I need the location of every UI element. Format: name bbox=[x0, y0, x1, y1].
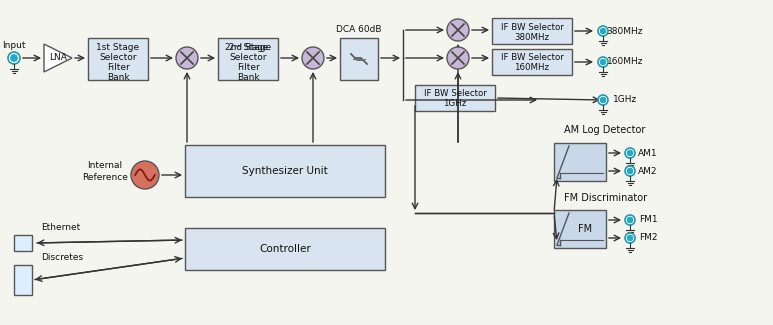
Circle shape bbox=[447, 19, 469, 41]
Text: 2ⁿᵈ Stage: 2ⁿᵈ Stage bbox=[229, 44, 267, 53]
Text: 160MHz: 160MHz bbox=[607, 58, 643, 67]
Text: IF BW Selector: IF BW Selector bbox=[501, 54, 564, 62]
FancyBboxPatch shape bbox=[554, 143, 606, 181]
Text: AM1: AM1 bbox=[638, 149, 658, 158]
Circle shape bbox=[627, 217, 633, 223]
Text: FM1: FM1 bbox=[638, 215, 657, 225]
Text: Input: Input bbox=[2, 41, 26, 49]
Text: IF BW Selector: IF BW Selector bbox=[501, 22, 564, 32]
Circle shape bbox=[601, 97, 606, 103]
Circle shape bbox=[598, 26, 608, 36]
Circle shape bbox=[627, 235, 633, 241]
Text: Bank: Bank bbox=[237, 73, 259, 83]
Text: Discretes: Discretes bbox=[41, 254, 83, 263]
Circle shape bbox=[8, 52, 20, 64]
Circle shape bbox=[598, 57, 608, 67]
Text: Selector: Selector bbox=[230, 54, 267, 62]
Circle shape bbox=[176, 47, 198, 69]
Circle shape bbox=[601, 28, 606, 34]
Circle shape bbox=[302, 47, 324, 69]
Circle shape bbox=[131, 161, 159, 189]
Text: Selector: Selector bbox=[99, 54, 137, 62]
Text: Internal: Internal bbox=[87, 161, 123, 170]
Text: LNA: LNA bbox=[49, 54, 67, 62]
FancyBboxPatch shape bbox=[340, 38, 378, 80]
Text: FM: FM bbox=[578, 224, 592, 234]
FancyBboxPatch shape bbox=[492, 18, 572, 44]
Circle shape bbox=[625, 166, 635, 176]
Polygon shape bbox=[44, 44, 72, 72]
FancyBboxPatch shape bbox=[218, 38, 278, 80]
Text: 380MHz: 380MHz bbox=[515, 32, 550, 42]
Text: Filter: Filter bbox=[237, 63, 260, 72]
FancyBboxPatch shape bbox=[185, 228, 385, 270]
Text: 380MHz: 380MHz bbox=[607, 27, 643, 35]
Circle shape bbox=[601, 59, 606, 65]
Circle shape bbox=[627, 168, 633, 174]
Text: FM2: FM2 bbox=[638, 233, 657, 242]
Text: Controller: Controller bbox=[259, 244, 311, 254]
Circle shape bbox=[625, 233, 635, 243]
Text: Reference: Reference bbox=[82, 173, 128, 181]
Circle shape bbox=[627, 150, 633, 156]
Text: FM Discriminator: FM Discriminator bbox=[564, 193, 647, 203]
FancyBboxPatch shape bbox=[415, 85, 495, 111]
FancyBboxPatch shape bbox=[14, 265, 32, 295]
FancyBboxPatch shape bbox=[185, 145, 385, 197]
Text: DCA 60dB: DCA 60dB bbox=[336, 25, 382, 34]
Text: Filter: Filter bbox=[107, 63, 129, 72]
Circle shape bbox=[447, 47, 469, 69]
Text: 1st Stage: 1st Stage bbox=[97, 44, 140, 53]
Text: Synthesizer Unit: Synthesizer Unit bbox=[242, 166, 328, 176]
FancyBboxPatch shape bbox=[554, 210, 606, 248]
Text: 160MHz: 160MHz bbox=[515, 63, 550, 72]
Text: 1GHz: 1GHz bbox=[613, 96, 637, 105]
Circle shape bbox=[598, 95, 608, 105]
Text: 2nd Stage: 2nd Stage bbox=[225, 44, 271, 53]
FancyBboxPatch shape bbox=[492, 49, 572, 75]
Circle shape bbox=[625, 148, 635, 158]
FancyBboxPatch shape bbox=[14, 235, 32, 251]
Text: Ethernet: Ethernet bbox=[41, 224, 80, 232]
FancyBboxPatch shape bbox=[88, 38, 148, 80]
Text: IF BW Selector: IF BW Selector bbox=[424, 89, 486, 98]
Text: Bank: Bank bbox=[107, 73, 129, 83]
Circle shape bbox=[11, 55, 17, 61]
Circle shape bbox=[625, 215, 635, 225]
Text: AM Log Detector: AM Log Detector bbox=[564, 125, 645, 135]
Text: AM2: AM2 bbox=[638, 166, 658, 176]
Text: 1GHz: 1GHz bbox=[444, 99, 467, 109]
